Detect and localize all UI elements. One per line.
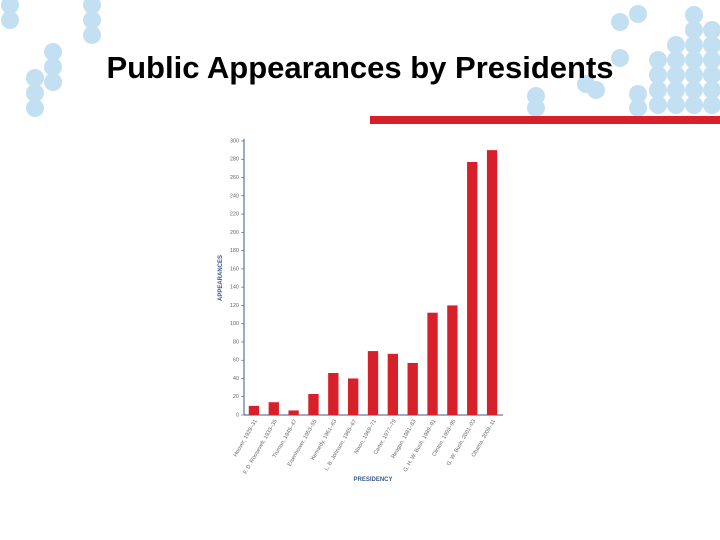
y-axis-title: APPEARANCES — [218, 255, 224, 301]
y-tick-label: 80 — [233, 339, 239, 345]
y-tick-label: 140 — [230, 285, 239, 291]
bar — [427, 312, 438, 415]
x-axis-title: PRESIDENCY — [353, 477, 392, 483]
y-tick-label: 280 — [230, 157, 239, 163]
bar — [347, 378, 359, 415]
bar — [387, 353, 399, 415]
y-tick-label: 120 — [230, 303, 239, 309]
bar — [328, 372, 339, 415]
y-tick-label: 0 — [236, 412, 239, 418]
bar — [268, 402, 279, 415]
bar — [407, 362, 418, 415]
y-tick-label: 100 — [230, 321, 239, 327]
y-tick-label: 300 — [230, 138, 239, 144]
bar — [248, 405, 260, 415]
y-tick-label: 20 — [233, 394, 239, 400]
y-tick-label: 220 — [230, 212, 239, 218]
bar — [367, 351, 379, 415]
slide-title: Public Appearances by Presidents — [106, 50, 613, 85]
title-rule — [370, 116, 720, 124]
bar — [486, 150, 498, 415]
y-tick-label: 180 — [230, 248, 239, 254]
bar — [467, 162, 478, 415]
y-tick-label: 60 — [233, 358, 239, 364]
y-tick-label: 260 — [230, 175, 239, 181]
y-tick-label: 200 — [230, 230, 239, 236]
y-tick-label: 160 — [230, 266, 239, 272]
decoration — [1, 0, 720, 117]
bar — [308, 393, 319, 415]
y-tick-label: 240 — [230, 193, 239, 199]
bar — [447, 305, 458, 415]
bar — [288, 410, 299, 415]
y-tick-label: 40 — [233, 376, 239, 382]
